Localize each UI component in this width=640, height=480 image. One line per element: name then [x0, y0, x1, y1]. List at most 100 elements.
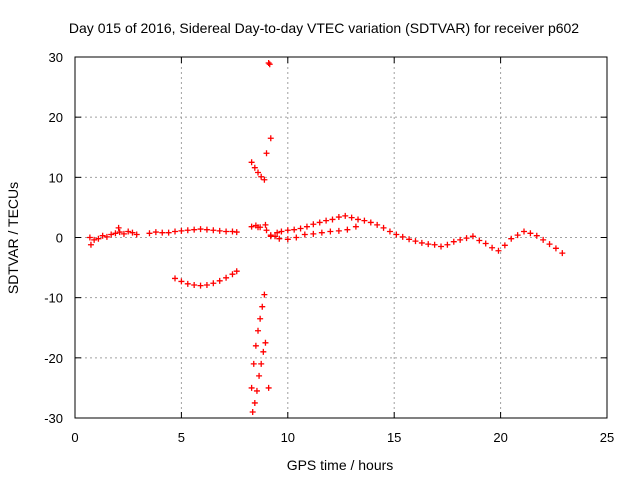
data-point	[251, 399, 258, 406]
axis-ticks: 0 5 10 15 20 25 -30 -20 -10 0 10 20 30	[44, 50, 614, 445]
data-point	[438, 243, 445, 250]
data-point	[265, 60, 272, 67]
data-point	[146, 230, 153, 237]
data-point	[216, 227, 223, 234]
data-point	[197, 226, 204, 233]
data-point	[450, 238, 457, 245]
grid	[75, 57, 607, 418]
y-tick-label: -10	[44, 291, 63, 306]
data-point	[348, 214, 355, 221]
series-negative-arc	[172, 268, 240, 289]
data-point	[291, 226, 298, 233]
data-point	[489, 244, 496, 251]
data-point	[514, 232, 521, 239]
series-main-arc	[86, 226, 240, 243]
data-point	[197, 282, 204, 289]
data-point	[335, 227, 342, 234]
data-point	[352, 223, 359, 230]
data-point	[203, 282, 210, 289]
data-point	[165, 229, 172, 236]
y-tick-label: -30	[44, 411, 63, 426]
data-point	[178, 227, 185, 234]
data-point	[533, 232, 540, 239]
data-point	[262, 339, 269, 346]
data-point	[501, 242, 508, 249]
data-point	[469, 233, 476, 240]
y-tick-label: 0	[56, 231, 63, 246]
x-tick-label: 15	[387, 430, 401, 445]
data-point	[210, 227, 217, 234]
data-point	[129, 229, 136, 236]
data-point	[267, 233, 274, 240]
data-point	[301, 231, 308, 238]
data-point	[249, 408, 256, 415]
data-point	[91, 236, 98, 243]
data-point	[172, 228, 179, 235]
y-tick-label: -20	[44, 351, 63, 366]
data-point	[278, 228, 285, 235]
y-tick-label: 10	[49, 170, 63, 185]
data-point	[191, 226, 198, 233]
data-point	[327, 228, 334, 235]
data-point	[262, 221, 269, 228]
data-point	[344, 226, 351, 233]
data-point	[521, 228, 528, 235]
data-point	[233, 229, 240, 236]
data-points	[86, 60, 566, 415]
data-point	[259, 303, 266, 310]
data-point	[380, 224, 387, 231]
series-mid-arc	[248, 212, 566, 257]
data-point	[248, 384, 255, 391]
data-point	[393, 231, 400, 238]
data-point	[367, 219, 374, 226]
data-point	[266, 61, 273, 68]
data-point	[323, 217, 330, 224]
data-point	[284, 236, 291, 243]
data-point	[527, 230, 534, 237]
data-point	[86, 234, 93, 241]
data-point	[318, 229, 325, 236]
x-tick-label: 0	[71, 430, 78, 445]
data-point	[253, 387, 260, 394]
data-point	[248, 223, 255, 230]
data-point	[482, 240, 489, 247]
data-point	[233, 268, 240, 275]
data-point	[133, 231, 140, 238]
data-point	[210, 280, 217, 287]
data-point	[263, 150, 270, 157]
data-point	[99, 232, 106, 239]
data-point	[229, 271, 236, 278]
data-point	[248, 159, 255, 166]
data-point	[256, 372, 263, 379]
data-point	[159, 229, 166, 236]
data-point	[457, 236, 464, 243]
data-point	[293, 234, 300, 241]
x-tick-label: 5	[178, 430, 185, 445]
data-point	[115, 224, 122, 231]
y-axis-label: SDTVAR / TECUs	[5, 182, 21, 294]
data-point	[103, 233, 110, 240]
data-point	[425, 241, 432, 248]
data-point	[191, 282, 198, 289]
data-point	[255, 327, 262, 334]
data-point	[361, 217, 368, 224]
data-point	[297, 225, 304, 232]
data-point	[329, 216, 336, 223]
data-point	[406, 236, 413, 243]
data-point	[260, 348, 267, 355]
data-point	[223, 274, 230, 281]
data-point	[120, 230, 127, 237]
series-lower-track-2	[249, 339, 269, 415]
data-point	[184, 227, 191, 234]
data-point	[152, 229, 159, 236]
data-point	[276, 235, 283, 242]
data-point	[216, 277, 223, 284]
data-point	[257, 315, 264, 322]
data-point	[284, 227, 291, 234]
data-point	[265, 384, 272, 391]
data-point	[184, 280, 191, 287]
y-tick-label: 20	[49, 110, 63, 125]
data-point	[552, 245, 559, 252]
data-point	[418, 239, 425, 246]
data-point	[258, 173, 265, 180]
